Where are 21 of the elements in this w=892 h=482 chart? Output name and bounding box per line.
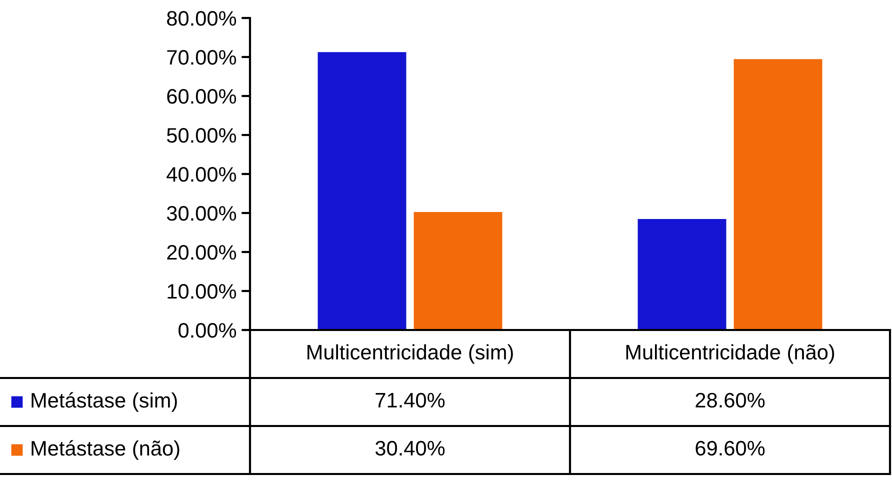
y-tick-label: 30.00% [166,206,236,221]
y-tick-label: 0.00% [178,323,236,338]
data-label: 71.40% [376,392,445,408]
legend-label: Metástase (sim) [32,392,177,412]
legend-label: Metástase (não) [32,440,180,460]
data-label: 28.60% [696,392,765,408]
y-tick-label: 50.00% [166,128,236,143]
bar [316,50,408,330]
data-label: 30.40% [375,440,445,456]
x-tick-label: Multicentricidade (sim) [308,344,513,364]
y-tick-label: 40.00% [166,167,236,182]
data-label: 69.60% [696,440,765,456]
y-tick-label: 60.00% [167,89,236,104]
bar [732,58,824,330]
y-tick-label: 70.00% [167,50,236,65]
bar [412,210,504,330]
y-tick-label: 10.00% [168,284,236,299]
x-tick-label: Multicentricidade (não) [626,344,834,364]
y-tick-label: 80.00% [167,11,236,26]
y-tick-label: 20.00% [167,245,236,260]
bar [636,218,728,330]
